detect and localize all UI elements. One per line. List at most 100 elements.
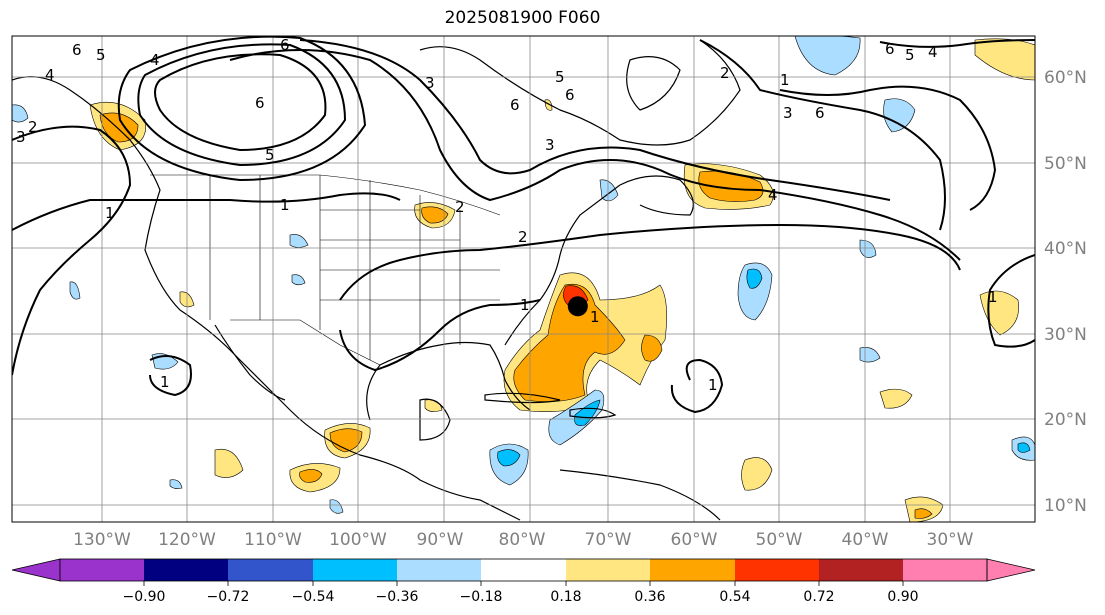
strong-negative-anomaly-west-atlantic xyxy=(746,268,763,289)
contour-label: 2 xyxy=(455,198,465,216)
colorbar-tick-label: −0.18 xyxy=(460,589,503,605)
contour-closed-pacific xyxy=(149,355,192,397)
lon-label-60w: 60°W xyxy=(671,530,718,550)
political-borders xyxy=(150,174,501,366)
contour-low-west-canada-2 xyxy=(137,43,347,167)
negative-anomaly-colorado xyxy=(289,234,309,248)
lon-label-110w: 110°W xyxy=(244,530,302,550)
colorbar-segment xyxy=(819,559,903,581)
lon-label-130w: 130°W xyxy=(73,530,131,550)
colorbar-tick-labels: −0.90 −0.72 −0.54 −0.36 −0.18 0.18 0.36 … xyxy=(123,589,919,605)
moderate-anomaly-small xyxy=(641,334,663,362)
negative-anomaly-pacific-4 xyxy=(169,479,183,489)
strong-negative-anomaly-east xyxy=(1017,442,1031,453)
lat-label-50: 50°N xyxy=(1044,154,1087,174)
hispaniola xyxy=(569,407,617,419)
contour-mid-1 xyxy=(339,223,961,301)
colorbar-over-arrow xyxy=(986,558,1036,582)
colorbar-under-arrow xyxy=(11,558,61,582)
contour-label-group: 5 1 1 6 6 4 4 6 5 3 6 3 5 6 2 1 1 2 2 1 … xyxy=(16,36,998,394)
colorbar-segment xyxy=(735,559,819,581)
contour-pacific-1 xyxy=(12,125,132,376)
contour-label: 4 xyxy=(928,43,938,61)
colorbar-tick-label: −0.54 xyxy=(292,589,335,605)
contour-label: 6 xyxy=(885,40,895,58)
colorbar-segment xyxy=(60,559,144,581)
nova-scotia xyxy=(619,175,694,216)
lon-label-70w: 70°W xyxy=(585,530,632,550)
contour-label: 1 xyxy=(280,196,290,214)
contour-jet-2 xyxy=(299,39,891,201)
contour-high-atlantic-1 xyxy=(699,39,946,231)
lon-label-30w: 30°W xyxy=(927,530,974,550)
map-area: 5 1 1 6 6 4 4 6 5 3 6 3 5 6 2 1 1 2 2 1 … xyxy=(12,36,1035,522)
contour-label: 6 xyxy=(280,36,290,54)
moderate-anomaly-southeast xyxy=(914,508,933,519)
colorbar-tick-label: 0.36 xyxy=(634,589,665,605)
lon-label-90w: 90°W xyxy=(417,530,464,550)
contour-label: 5 xyxy=(96,46,106,64)
colorbar-tick-label: −0.72 xyxy=(207,589,250,605)
contour-label: 5 xyxy=(905,46,915,64)
moderate-anomaly-pacific-mexico xyxy=(299,469,323,483)
contour-mid-2 xyxy=(339,299,541,372)
contour-label: 2 xyxy=(28,118,38,136)
colorbar-segment xyxy=(228,559,313,581)
contour-label: 3 xyxy=(425,74,435,92)
contour-label: 1 xyxy=(160,373,170,391)
moderate-anomaly-great-lakes xyxy=(421,206,449,224)
colorbar-ticks xyxy=(143,581,904,586)
colorbar-tick-label: 0.72 xyxy=(803,589,834,605)
contour-label: 1 xyxy=(520,296,530,314)
south-america-coast xyxy=(559,469,721,521)
gridlines xyxy=(12,36,1035,522)
contour-label: 2 xyxy=(518,228,528,246)
map-title: 2025081900 F060 xyxy=(444,8,601,28)
lat-label-30: 30°N xyxy=(1044,325,1087,345)
negative-anomaly-pacific-3 xyxy=(329,499,344,514)
lat-label-20: 20°N xyxy=(1044,410,1087,430)
latitude-labels: 10°N 20°N 30°N 40°N 50°N 60°N xyxy=(1044,68,1087,516)
us-mexico-border xyxy=(230,319,381,366)
contour-label: 6 xyxy=(72,41,82,59)
strong-negative-anomaly-central-america xyxy=(497,449,521,467)
contour-high-atlantic-2 xyxy=(779,85,997,211)
colorbar-frame xyxy=(59,558,988,582)
yucatan xyxy=(419,398,451,441)
negative-anomaly-gulf-alaska xyxy=(12,104,29,123)
positive-anomaly-pacific xyxy=(214,448,244,478)
state-borders xyxy=(209,175,500,360)
colorbar-segment xyxy=(566,559,650,581)
atlantic-coast xyxy=(504,184,621,346)
contour-lines xyxy=(12,36,1035,414)
colorbar-tick-label: 0.54 xyxy=(719,589,750,605)
contour-label: 1 xyxy=(988,288,998,306)
map-frame xyxy=(11,35,1036,523)
contour-jet-1 xyxy=(229,49,961,261)
contour-closed-atlantic xyxy=(670,358,724,414)
contour-label: 4 xyxy=(768,186,778,204)
colorbar-tick-label: −0.36 xyxy=(376,589,419,605)
storm-center-marker xyxy=(567,296,588,317)
contour-label: 4 xyxy=(45,66,55,84)
lon-label-80w: 80°W xyxy=(499,530,546,550)
positive-anomaly-tropical-atlantic xyxy=(741,457,773,491)
contour-label: 3 xyxy=(783,104,793,122)
contour-label: 2 xyxy=(720,64,730,82)
moderate-anomaly-atlantic xyxy=(513,283,626,402)
contour-label: 6 xyxy=(255,94,265,112)
lon-label-50w: 50°W xyxy=(756,530,803,550)
lat-label-10: 10°N xyxy=(1044,496,1087,516)
colorbar-segment xyxy=(481,559,566,581)
negative-anomaly-arizona xyxy=(291,274,306,286)
contour-label: 5 xyxy=(555,68,565,86)
colorbar: −0.90 −0.72 −0.54 −0.36 −0.18 0.18 0.36 … xyxy=(11,558,1036,605)
contour-label: 1 xyxy=(708,376,718,394)
colorbar-segment xyxy=(313,559,397,581)
cuba xyxy=(484,392,561,404)
contour-low-west-canada-3 xyxy=(117,36,367,182)
contour-low-west-canada-1 xyxy=(154,53,327,152)
baffin-region xyxy=(626,56,681,111)
negative-anomaly-maine xyxy=(599,179,619,202)
